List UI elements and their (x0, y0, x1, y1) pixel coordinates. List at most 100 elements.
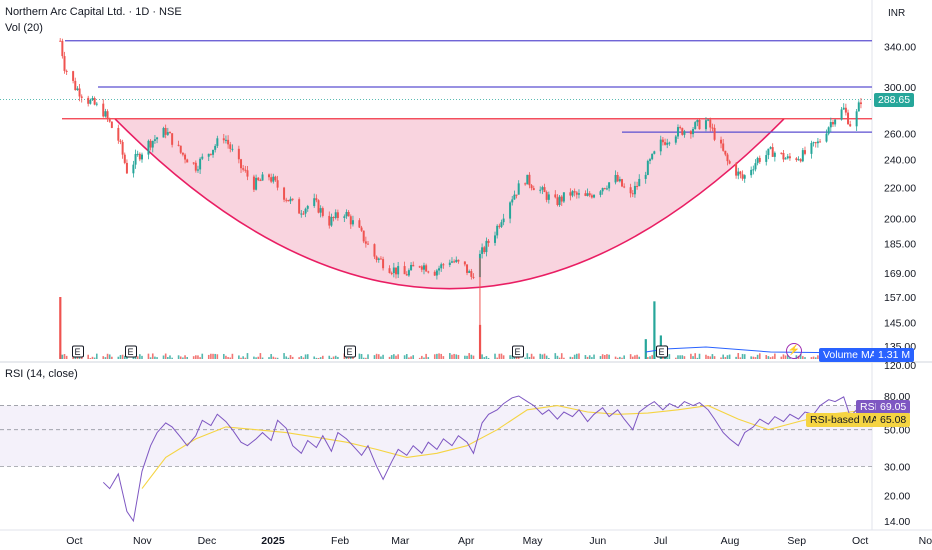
candle (93, 96, 96, 106)
candle-body (470, 271, 473, 277)
candle-body (722, 143, 725, 151)
volume-bar (182, 357, 184, 359)
volume-indicator-label[interactable]: Vol (20) (5, 22, 43, 34)
candle (403, 261, 406, 275)
volume-bar (599, 356, 602, 359)
volume-bar (337, 356, 339, 359)
candle-body (207, 153, 210, 157)
candle-body (395, 267, 397, 275)
volume-bar (569, 356, 572, 359)
volume-bar (283, 353, 285, 359)
volume-bar (61, 354, 64, 359)
candle (599, 189, 602, 198)
candle (395, 267, 397, 279)
candle-body (530, 185, 533, 189)
candle (222, 133, 225, 144)
candle (257, 177, 260, 182)
candle (765, 150, 768, 166)
rsi-label-badge: RSI (856, 400, 882, 414)
volume-bar (111, 356, 113, 359)
volume-bar (548, 357, 550, 359)
volume-bar (108, 354, 111, 359)
candle-body (136, 153, 139, 155)
volume-bar (619, 356, 621, 359)
candle (463, 261, 466, 267)
volume-bar (543, 353, 546, 359)
candle-body (855, 111, 858, 127)
volume-bar (735, 356, 737, 359)
candle (132, 160, 135, 178)
rsi-axis-tick: 30.00 (884, 461, 910, 473)
price-axis-tick: 120.00 (884, 360, 916, 372)
volume-bar (65, 355, 68, 359)
candle-body (168, 132, 171, 134)
candle-body (696, 119, 699, 123)
candle (95, 101, 98, 107)
volume-bar (679, 355, 681, 359)
candle (515, 194, 518, 199)
candle (847, 109, 850, 125)
candle-body (586, 193, 589, 196)
volume-bar (261, 357, 264, 359)
volume-bar (162, 355, 165, 359)
candle-body (420, 266, 423, 270)
candle-body (788, 156, 791, 159)
volume-bar (498, 353, 501, 359)
candle-body (786, 156, 789, 159)
candle (121, 139, 124, 159)
volume-bar (199, 357, 201, 359)
candle-body (336, 212, 339, 218)
volume-bar (229, 357, 232, 359)
candle-body (332, 216, 335, 218)
volume-bar (154, 356, 156, 359)
candle-body (438, 268, 441, 271)
candle (358, 218, 361, 228)
candle (509, 201, 512, 224)
volume-bar (502, 355, 505, 359)
candle (207, 153, 210, 161)
rsi-axis-tick: 50.00 (884, 425, 910, 437)
candle (360, 225, 363, 232)
candle (364, 236, 367, 248)
rsi-indicator-label[interactable]: RSI (14, close) (5, 368, 78, 380)
volume-bar (692, 356, 694, 359)
lightning-alert-icon[interactable]: ⚡ (786, 343, 802, 359)
candle-body (450, 261, 453, 263)
candle (737, 167, 740, 180)
candle (608, 182, 611, 192)
candle (692, 127, 695, 138)
candle-body (179, 145, 182, 153)
candle (562, 192, 565, 204)
volume-bar (289, 355, 292, 359)
volume-bar (177, 355, 180, 359)
candle (442, 263, 445, 269)
candle (440, 262, 443, 272)
candle (698, 117, 701, 130)
time-axis-tick: Jun (589, 535, 606, 547)
candle-body (608, 182, 611, 189)
volume-bar (649, 356, 651, 359)
volume-bar (584, 355, 587, 359)
candle-body (666, 142, 669, 145)
volume-bar (758, 353, 761, 359)
time-axis-tick: Aug (721, 535, 740, 547)
candle-body (196, 169, 199, 171)
candle-body (543, 187, 546, 193)
volume-bar (259, 353, 262, 359)
candle (500, 219, 503, 228)
volume-bar (63, 354, 66, 359)
candle (136, 150, 139, 157)
volume-bar (765, 355, 768, 359)
volume-bar (244, 357, 247, 359)
price-axis-tick: 220.00 (884, 183, 916, 195)
volume-bar (375, 353, 378, 359)
price-axis-tick: 260.00 (884, 128, 916, 140)
candle-body (496, 225, 499, 236)
candle (457, 259, 460, 264)
candle (601, 187, 604, 195)
candle-body (403, 266, 406, 275)
earnings-marker (656, 345, 668, 358)
volume-bar (698, 353, 701, 359)
volume-bar (722, 354, 724, 359)
volume-bar (677, 355, 679, 359)
